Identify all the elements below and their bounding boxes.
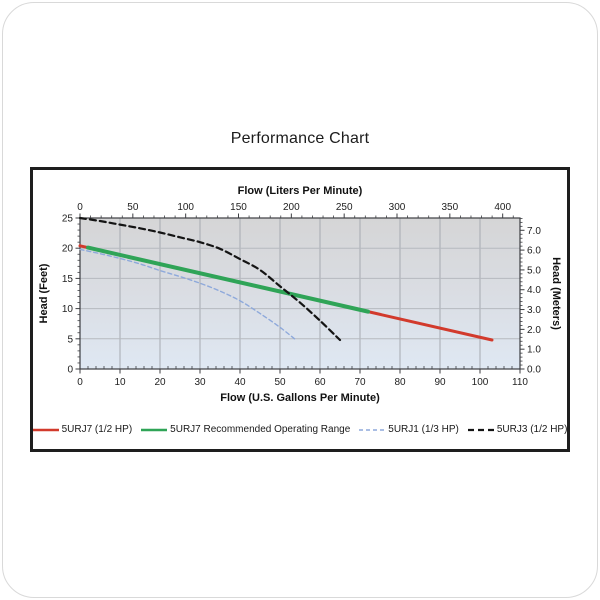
legend-item-label: 5URJ7 (1/2 HP) [61, 424, 133, 435]
page-title: Performance Chart [230, 130, 370, 147]
axis-tick-label: 5.0 [527, 265, 541, 276]
axis-tick-label: 150 [230, 202, 247, 213]
axis-tick-label: 100 [472, 377, 489, 388]
axis-title-right: Head (Meters) [550, 257, 562, 330]
performance-chart: 0 10 20 30 40 50 60 70 80 90 100 110 Flow (U.S. Gall… [30, 167, 570, 452]
legend-line-sample [467, 428, 494, 431]
axis-title-left: Head (Feet) [38, 263, 50, 323]
axis-tick-label: 10 [62, 304, 74, 315]
axis-tick-label: 0 [77, 202, 83, 213]
axis-tick-label: 60 [314, 377, 326, 388]
axis-tick-label: 100 [177, 202, 194, 213]
legend-item-2: 5URJ1 (1/3 HP) [359, 424, 459, 435]
axis-tick-label: 2.0 [527, 325, 541, 336]
plot-background [80, 218, 520, 369]
legend-item-label: 5URJ7 Recommended Operating Range [170, 424, 351, 435]
axis-tick-label: 0.0 [527, 365, 541, 376]
legend-line-sample [32, 428, 59, 431]
axis-tick-label: 20 [62, 244, 74, 255]
axis-tick-label: 10 [114, 377, 126, 388]
axis-tick-label: 15 [62, 274, 74, 285]
axis-tick-label: 3.0 [527, 305, 541, 316]
axis-tick-label: 20 [154, 377, 166, 388]
axis-tick-label: 0 [67, 365, 73, 376]
axis-tick-label: 250 [336, 202, 353, 213]
legend-item-label: 5URJ1 (1/3 HP) [388, 424, 459, 435]
axis-tick-label: 350 [441, 202, 458, 213]
axis-tick-label: 30 [194, 377, 206, 388]
axis-tick-label: 90 [434, 377, 446, 388]
axis-tick-label: 4.0 [527, 285, 541, 296]
legend-line-sample [359, 428, 386, 431]
axis-tick-label: 6.0 [527, 246, 541, 257]
series-path-3 [78, 216, 342, 342]
axis-title-top: Flow (Liters Per Minute) [238, 185, 363, 197]
axis-tick-label: 200 [283, 202, 300, 213]
axis-tick-label: 25 [62, 214, 74, 225]
axis-tick-label: 7.0 [527, 226, 541, 237]
axis-tick-label: 40 [234, 377, 246, 388]
axis-tick-label: 70 [354, 377, 366, 388]
axis-tick-label: 300 [389, 202, 406, 213]
axis-tick-label: 50 [274, 377, 286, 388]
series-path-2 [79, 248, 297, 341]
axis-tick-label: 110 [512, 377, 528, 388]
axis-tick-label: 5 [67, 334, 73, 345]
axis-title-bottom: Flow (U.S. Gallons Per Minute) [220, 392, 380, 404]
axis-tick-label: 80 [394, 377, 406, 388]
legend-line-sample [141, 428, 168, 431]
chart-legend: 5URJ7 (1/2 HP) 5URJ7 Recommended Operatin… [32, 424, 568, 435]
legend-item-label: 5URJ3 (1/2 HP) [496, 424, 568, 435]
axis-tick-label: 0 [77, 377, 83, 388]
series-path-1 [86, 245, 370, 314]
legend-item-1: 5URJ7 Recommended Operating Range [141, 424, 350, 435]
axis-tick-label: 400 [494, 202, 511, 213]
legend-item-0: 5URJ7 (1/2 HP) [32, 424, 133, 435]
legend-item-3: 5URJ3 (1/2 HP) [467, 424, 568, 435]
axis-tick-label: 1.0 [527, 345, 541, 356]
axis-tick-label: 50 [127, 202, 139, 213]
